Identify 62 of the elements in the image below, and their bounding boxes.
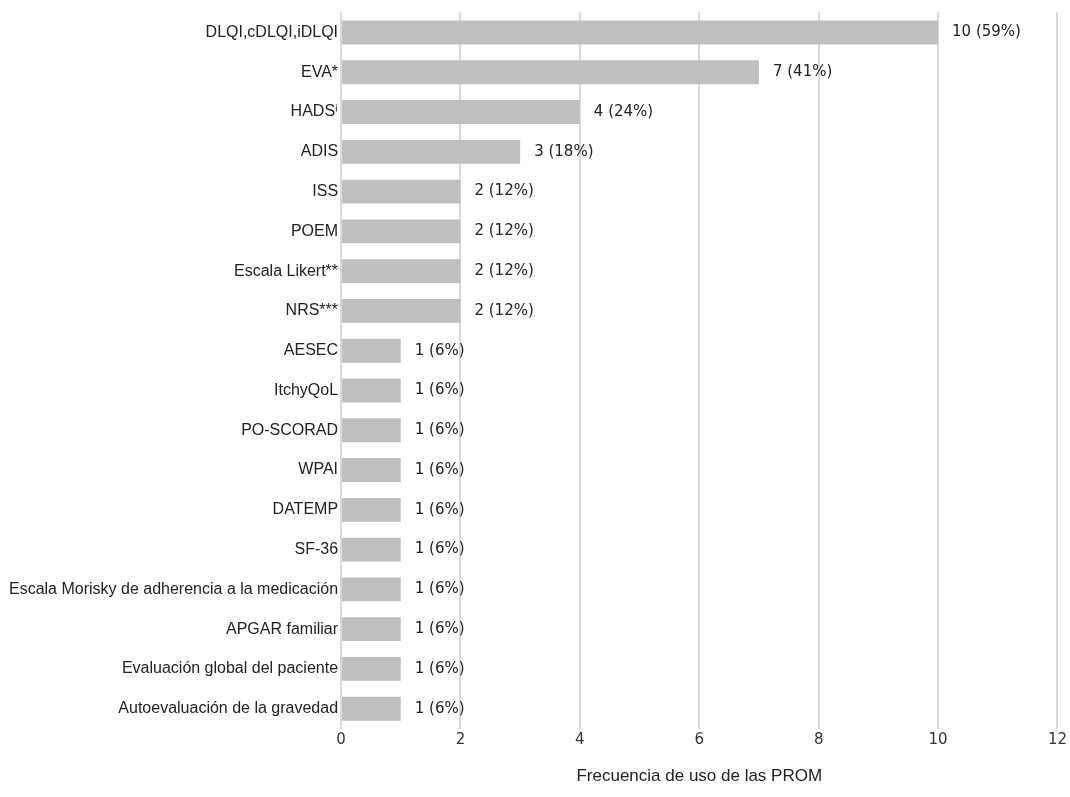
x-tick-label: 6 <box>694 730 705 749</box>
y-tick-label: DATEMP <box>272 500 339 518</box>
y-tick-label: ISS <box>312 182 339 200</box>
data-label: 4 (24%) <box>593 101 654 120</box>
data-label: 1 (6%) <box>414 340 465 359</box>
data-label: 3 (18%) <box>534 141 594 160</box>
data-label: 1 (6%) <box>414 459 465 478</box>
data-label: 2 (12%) <box>474 300 534 319</box>
data-label: 2 (12%) <box>474 221 534 240</box>
bar <box>342 458 401 482</box>
data-label: 7 (41%) <box>772 62 833 81</box>
bar <box>342 577 401 602</box>
data-label: 1 (6%) <box>414 619 465 638</box>
y-tick-label: ItchyQoL <box>274 380 339 398</box>
data-label: 2 (12%) <box>474 181 534 200</box>
data-label: 2 (12%) <box>474 261 534 280</box>
y-tick-label: PO-SCORAD <box>241 420 339 438</box>
x-axis-title: Frecuencia de uso de las PROM <box>576 766 823 786</box>
bar <box>342 696 401 721</box>
bar <box>342 60 759 85</box>
x-tick-label: 0 <box>336 730 346 749</box>
bar <box>342 617 401 642</box>
y-tick-label: ADIS <box>300 142 339 160</box>
bar <box>342 139 521 164</box>
data-label: 1 (6%) <box>414 658 465 677</box>
data-label: 1 (6%) <box>414 499 465 518</box>
bar <box>342 299 461 323</box>
x-tick-label: 12 <box>1047 730 1067 749</box>
x-tick-label: 4 <box>575 730 585 749</box>
y-tick-label: POEM <box>290 221 339 239</box>
bar <box>342 418 401 443</box>
bar <box>342 259 461 284</box>
bar <box>342 537 401 562</box>
y-tick-label: AESEC <box>283 341 339 359</box>
x-tick-label: 10 <box>928 730 948 749</box>
y-tick-label: WPAI <box>298 460 339 478</box>
x-tick-label: 2 <box>455 730 466 749</box>
bar <box>342 378 401 403</box>
data-label: 1 (6%) <box>414 698 465 717</box>
data-label: 10 (59%) <box>952 22 1021 41</box>
data-label: 1 (6%) <box>414 380 465 399</box>
y-tick-label: NRS*** <box>285 301 339 319</box>
y-tick-label: DLQI,cDLQI,iDLQI <box>205 22 339 40</box>
bar <box>342 179 461 204</box>
bar <box>342 657 401 681</box>
y-tick-label: Escala Morisky de adherencia a la medicación <box>8 579 339 597</box>
y-tick-label: HADSⁱ <box>290 102 339 120</box>
y-tick-label: EVA* <box>300 62 339 80</box>
bar <box>342 497 401 522</box>
y-tick-label: SF-36 <box>294 540 339 558</box>
data-label: 1 (6%) <box>414 579 465 598</box>
x-tick-label: 8 <box>813 730 824 749</box>
y-tick-label: APGAR familiar <box>226 619 339 637</box>
y-tick-label: Evaluación global del paciente <box>121 659 339 677</box>
bar <box>342 100 580 124</box>
bar <box>342 20 939 45</box>
y-tick-label: Autoevaluación de la gravedad <box>118 699 339 717</box>
bar <box>342 338 401 363</box>
y-tick-label: Escala Likert** <box>234 261 339 279</box>
data-label: 1 (6%) <box>414 420 465 439</box>
data-label: 1 (6%) <box>414 539 465 558</box>
bar <box>342 219 461 244</box>
